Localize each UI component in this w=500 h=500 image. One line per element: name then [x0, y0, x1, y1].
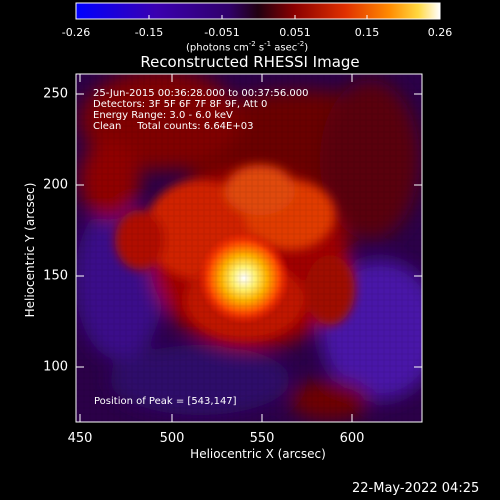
- y-axis-label: Heliocentric Y (arcsec): [23, 182, 37, 318]
- y-tick-label: 150: [43, 268, 68, 284]
- colorbar-tick: 0.26: [427, 26, 453, 39]
- colorbar-tick: -0.15: [134, 26, 164, 39]
- colorbar-units: (photons cm-2 s-1 asec-2): [186, 40, 309, 54]
- y-tick-label: 100: [43, 359, 68, 375]
- colorbar: [75, 2, 441, 20]
- x-tick-label: 550: [249, 431, 275, 446]
- info-energy-range: Energy Range: 3.0 - 6.0 keV: [93, 110, 233, 121]
- colorbar-tick: -0.26: [61, 26, 91, 39]
- colorbar-tick: 0.15: [354, 26, 380, 39]
- info-detectors: Detectors: 3F 5F 6F 7F 8F 9F, Att 0: [93, 99, 268, 110]
- info-clean-counts: Clean Total counts: 6.64E+03: [93, 121, 254, 132]
- peak-position: Position of Peak = [543,147]: [94, 396, 237, 407]
- colorbar-tick: -0.051: [204, 26, 240, 39]
- plot-frame: [75, 73, 423, 423]
- footer-date: 22-May-2022 04:25: [352, 481, 480, 496]
- x-tick-label: 500: [159, 431, 185, 446]
- x-tick-label: 450: [67, 431, 93, 446]
- plot-title: Reconstructed RHESSI Image: [140, 53, 360, 71]
- x-axis-label: Heliocentric X (arcsec): [190, 447, 326, 461]
- info-time-range: 25-Jun-2015 00:36:28.000 to 00:37:56.000: [93, 88, 309, 99]
- x-tick-label: 600: [339, 431, 365, 446]
- colorbar-tick: 0.051: [279, 26, 311, 39]
- axis-ticks: [76, 74, 422, 422]
- y-tick-label: 200: [43, 177, 68, 193]
- colorbar-gradient: [75, 2, 441, 20]
- y-tick-label: 250: [43, 86, 68, 102]
